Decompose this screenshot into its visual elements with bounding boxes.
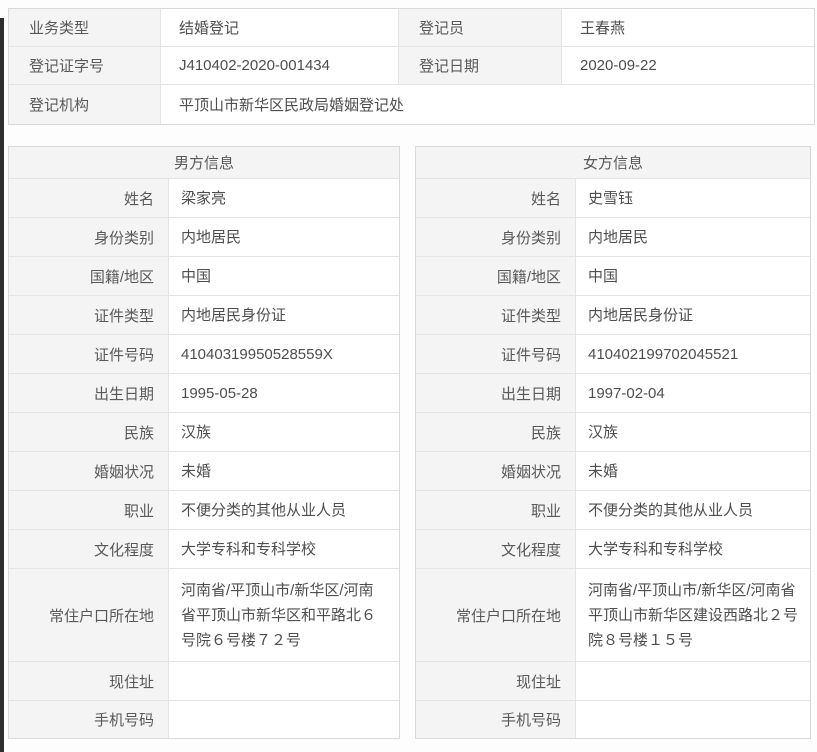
agency-label: 登记机构 bbox=[9, 85, 161, 124]
table-row: 婚姻状况 未婚 bbox=[9, 452, 399, 491]
field-value: 41040319950528559X bbox=[181, 345, 333, 363]
table-row: 业务类型 结婚登记 登记员 王春燕 bbox=[9, 9, 814, 47]
table-row: 国籍/地区 中国 bbox=[9, 257, 399, 296]
table-row: 出生日期 1997-02-04 bbox=[416, 374, 810, 413]
male-info-header: 男方信息 bbox=[9, 147, 399, 179]
field-label: 证件类型 bbox=[9, 296, 169, 334]
field-value bbox=[169, 662, 399, 700]
field-label: 手机号码 bbox=[416, 701, 576, 738]
field-label: 姓名 bbox=[416, 179, 576, 217]
field-label: 民族 bbox=[9, 413, 169, 451]
reg-date-value: 2020-09-22 bbox=[562, 47, 814, 84]
field-value bbox=[169, 701, 399, 738]
table-row: 证件类型 内地居民身份证 bbox=[416, 296, 810, 335]
table-row: 常住户口所在地 河南省/平顶山市/新华区/河南省平顶山市新华区建设西路北２号院８… bbox=[416, 569, 810, 662]
female-info-header: 女方信息 bbox=[416, 147, 810, 179]
field-value: 内地居民身份证 bbox=[588, 306, 694, 324]
table-row: 民族 汉族 bbox=[416, 413, 810, 452]
table-row: 手机号码 bbox=[9, 701, 399, 738]
table-row: 文化程度 大学专科和专科学校 bbox=[416, 530, 810, 569]
field-label: 身份类别 bbox=[9, 218, 169, 256]
field-label: 婚姻状况 bbox=[416, 452, 576, 490]
table-row: 出生日期 1995-05-28 bbox=[9, 374, 399, 413]
table-row: 手机号码 bbox=[416, 701, 810, 738]
table-row: 姓名 梁家亮 bbox=[9, 179, 399, 218]
male-info-table: 男方信息 姓名 梁家亮 身份类别 内地居民 国籍/地区 中国 证件类型 内地居民… bbox=[8, 146, 400, 739]
agency-value: 平顶山市新华区民政局婚姻登记处 bbox=[161, 85, 814, 124]
window-left-edge bbox=[0, 18, 4, 752]
table-row: 常住户口所在地 河南省/平顶山市/新华区/河南省平顶山市新华区和平路北６号院６号… bbox=[9, 569, 399, 662]
field-value: 史雪钰 bbox=[588, 189, 634, 207]
field-value: 河南省/平顶山市/新华区/河南省平顶山市新华区建设西路北２号院８号楼１５号 bbox=[588, 581, 799, 649]
field-label: 身份类别 bbox=[416, 218, 576, 256]
field-value: 汉族 bbox=[588, 423, 619, 441]
field-label: 文化程度 bbox=[416, 530, 576, 568]
table-row: 现住址 bbox=[416, 662, 810, 701]
table-row: 职业 不便分类的其他从业人员 bbox=[416, 491, 810, 530]
field-value: 内地居民身份证 bbox=[181, 306, 287, 324]
field-label: 职业 bbox=[9, 491, 169, 529]
person-info-columns: 男方信息 姓名 梁家亮 身份类别 内地居民 国籍/地区 中国 证件类型 内地居民… bbox=[8, 146, 811, 739]
table-row: 证件号码 410402199702045521 bbox=[416, 335, 810, 374]
table-row: 职业 不便分类的其他从业人员 bbox=[9, 491, 399, 530]
field-value: 1995-05-28 bbox=[181, 384, 258, 402]
field-value: 梁家亮 bbox=[181, 189, 227, 207]
field-label: 现住址 bbox=[416, 662, 576, 700]
business-type-label: 业务类型 bbox=[9, 9, 161, 46]
field-value: 不便分类的其他从业人员 bbox=[181, 501, 347, 519]
field-value: 不便分类的其他从业人员 bbox=[588, 501, 754, 519]
field-label: 国籍/地区 bbox=[416, 257, 576, 295]
field-value: 中国 bbox=[181, 267, 212, 285]
reg-date-label: 登记日期 bbox=[399, 47, 562, 84]
registrar-label: 登记员 bbox=[399, 9, 562, 46]
table-row: 身份类别 内地居民 bbox=[416, 218, 810, 257]
registrar-value: 王春燕 bbox=[562, 9, 814, 46]
field-value: 中国 bbox=[588, 267, 619, 285]
field-label: 文化程度 bbox=[9, 530, 169, 568]
field-label: 手机号码 bbox=[9, 701, 169, 738]
field-value: 内地居民 bbox=[588, 228, 649, 246]
cert-no-label: 登记证字号 bbox=[9, 47, 161, 84]
field-value: 汉族 bbox=[181, 423, 212, 441]
table-row: 文化程度 大学专科和专科学校 bbox=[9, 530, 399, 569]
field-label: 民族 bbox=[416, 413, 576, 451]
field-label: 出生日期 bbox=[416, 374, 576, 412]
field-label: 证件号码 bbox=[416, 335, 576, 373]
table-row: 姓名 史雪钰 bbox=[416, 179, 810, 218]
table-row: 身份类别 内地居民 bbox=[9, 218, 399, 257]
table-row: 现住址 bbox=[9, 662, 399, 701]
field-label: 出生日期 bbox=[9, 374, 169, 412]
field-value: 1997-02-04 bbox=[588, 384, 665, 402]
female-info-table: 女方信息 姓名 史雪钰 身份类别 内地居民 国籍/地区 中国 证件类型 内地居民… bbox=[415, 146, 811, 739]
field-label: 常住户口所在地 bbox=[9, 569, 169, 661]
field-label: 证件号码 bbox=[9, 335, 169, 373]
field-value bbox=[576, 701, 810, 738]
table-row: 登记机构 平顶山市新华区民政局婚姻登记处 bbox=[9, 85, 814, 124]
field-label: 职业 bbox=[416, 491, 576, 529]
field-value: 大学专科和专科学校 bbox=[181, 540, 317, 558]
field-value: 410402199702045521 bbox=[588, 345, 739, 363]
field-label: 现住址 bbox=[9, 662, 169, 700]
field-value: 河南省/平顶山市/新华区/河南省平顶山市新华区和平路北６号院６号楼７２号 bbox=[181, 581, 377, 649]
table-row: 国籍/地区 中国 bbox=[416, 257, 810, 296]
table-row: 证件号码 41040319950528559X bbox=[9, 335, 399, 374]
table-row: 婚姻状况 未婚 bbox=[416, 452, 810, 491]
field-value: 大学专科和专科学校 bbox=[588, 540, 724, 558]
field-label: 姓名 bbox=[9, 179, 169, 217]
cert-no-value: J410402-2020-001434 bbox=[161, 47, 399, 84]
table-row: 民族 汉族 bbox=[9, 413, 399, 452]
field-label: 婚姻状况 bbox=[9, 452, 169, 490]
field-label: 国籍/地区 bbox=[9, 257, 169, 295]
field-label: 常住户口所在地 bbox=[416, 569, 576, 661]
field-value: 内地居民 bbox=[181, 228, 242, 246]
field-value: 未婚 bbox=[588, 462, 619, 480]
field-value bbox=[576, 662, 810, 700]
field-value: 未婚 bbox=[181, 462, 212, 480]
business-type-value: 结婚登记 bbox=[161, 9, 399, 46]
field-label: 证件类型 bbox=[416, 296, 576, 334]
table-row: 证件类型 内地居民身份证 bbox=[9, 296, 399, 335]
registration-summary-table: 业务类型 结婚登记 登记员 王春燕 登记证字号 J410402-2020-001… bbox=[8, 8, 815, 125]
table-row: 登记证字号 J410402-2020-001434 登记日期 2020-09-2… bbox=[9, 47, 814, 85]
